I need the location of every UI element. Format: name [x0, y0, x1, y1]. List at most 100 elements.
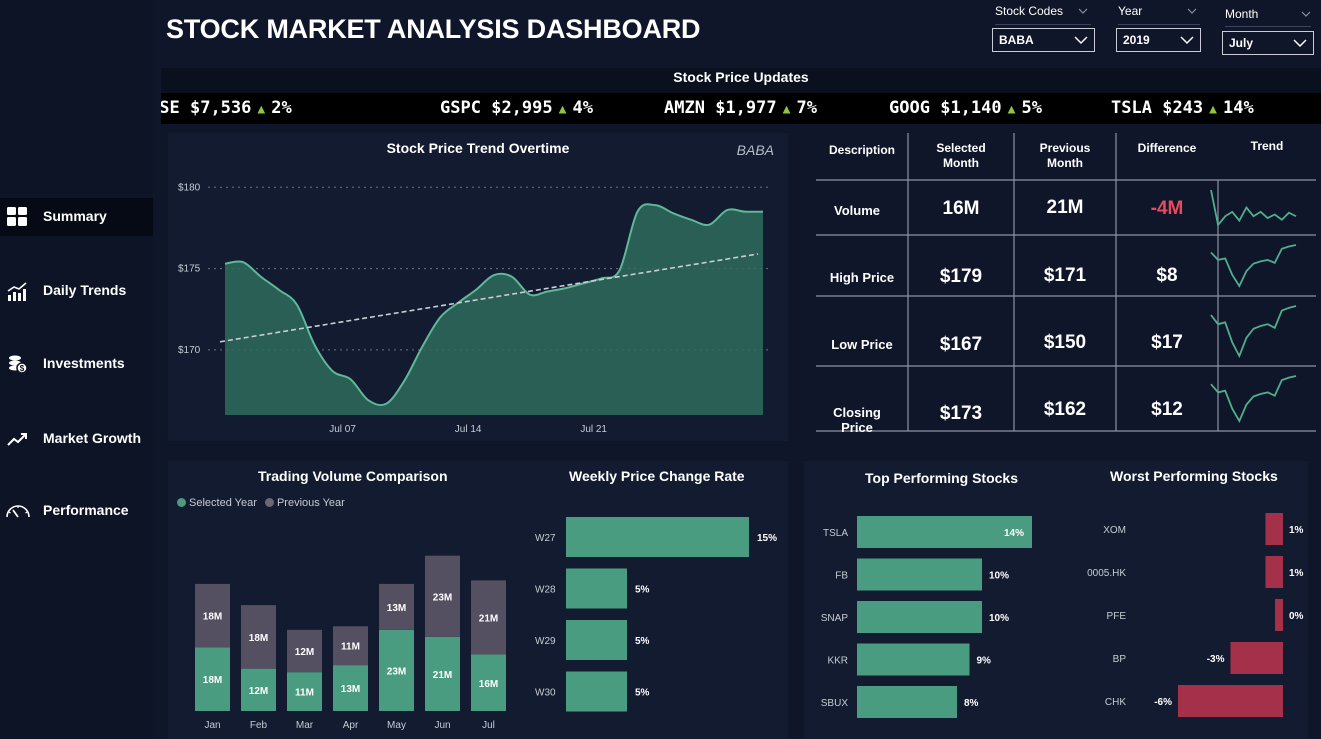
stock-code-select[interactable]: BABA	[992, 28, 1095, 52]
stock-code-badge: BABA	[736, 142, 774, 158]
ticker-item: GOOG $1,140 ▲ 5%	[889, 98, 1042, 118]
bar-value-label: 11M	[295, 688, 314, 699]
performance-chart: TSLA 14% FB 10% SNAP 10% KKR 9% SBUX 8% XOM 1% 0005.…	[821, 513, 1304, 718]
volume-difference: -4M	[1150, 198, 1184, 219]
sidebar-item-daily-trends[interactable]: Daily Trends	[0, 272, 153, 310]
up-arrow-icon: ▲	[257, 102, 266, 117]
bar-value-label: 0%	[1289, 611, 1304, 622]
metrics-table: Description Selected Month Previous Mont…	[816, 133, 1316, 435]
filter-underline	[995, 24, 1091, 25]
chevron-down-icon	[1078, 8, 1088, 14]
sidebar-item-label: Performance	[43, 502, 129, 518]
bar-selected-year	[287, 672, 322, 711]
up-arrow-icon: ▲	[1209, 102, 1217, 117]
bar-value-label: 23M	[387, 666, 406, 677]
bar-value-label: 11M	[341, 642, 360, 653]
sidebar-item-label: Summary	[43, 208, 107, 224]
bar-value-label: 14%	[1004, 528, 1024, 539]
worst-stock-bar	[1265, 556, 1283, 588]
y-tick-label: SNAP	[821, 613, 849, 624]
sidebar-item-market-growth[interactable]: Market Growth	[0, 420, 153, 458]
table-header-previous: Previous Month	[1039, 141, 1091, 170]
bar-value-label: 5%	[635, 636, 650, 647]
month-label: Month	[1225, 7, 1259, 21]
top-stocks-title: Top Performing Stocks	[865, 470, 1018, 486]
weekly-bar	[566, 568, 627, 609]
ticker-strip: YSE $7,536▲2% GSPC $2,995▲4% AMZN $1,977…	[161, 93, 1321, 124]
x-tick-label: Jul 21	[580, 424, 607, 435]
bar-value-label: 18M	[203, 612, 222, 623]
up-arrow-icon: ▲	[1007, 102, 1016, 117]
sidebar-item-label: Investments	[43, 355, 125, 371]
bar-value-label: 13M	[387, 603, 406, 614]
year-value: 2019	[1123, 33, 1150, 47]
bar-value-label: 21M	[479, 613, 498, 624]
sidebar-item-investments[interactable]: $ Investments	[0, 345, 153, 383]
legend-selected-label: Selected Year	[189, 497, 257, 509]
trend-sparkline	[1210, 305, 1297, 359]
price-area	[225, 204, 763, 415]
y-tick-label: 0005.HK	[1087, 568, 1126, 579]
bar-previous-year	[241, 605, 276, 669]
bar-value-label: 9%	[977, 656, 992, 667]
sidebar-item-label: Daily Trends	[43, 282, 127, 298]
month-select[interactable]: July	[1222, 31, 1314, 55]
bar-value-label: -3%	[1207, 654, 1225, 665]
performance-panel: Top Performing Stocks Worst Performing S…	[804, 461, 1308, 739]
table-header-difference: Difference	[1137, 141, 1197, 155]
top-stock-bar	[857, 601, 982, 633]
worst-stock-bar	[1265, 513, 1283, 545]
stock-codes-label: Stock Codes	[995, 4, 1064, 18]
bar-value-label: 15%	[757, 533, 777, 544]
table-grid	[816, 133, 1316, 432]
bar-trend-icon	[7, 282, 27, 301]
svg-text:$: $	[20, 364, 25, 373]
y-tick-label: W28	[535, 585, 556, 596]
bar-value-label: 21M	[433, 670, 452, 681]
y-tick-label: W27	[535, 533, 556, 544]
bar-value-label: 8%	[964, 698, 979, 709]
bar-value-label: 10%	[989, 613, 1009, 624]
low-previous: $150	[1043, 332, 1087, 353]
bar-previous-year	[379, 583, 414, 630]
up-arrow-icon: ▲	[558, 102, 567, 117]
coins-icon: $	[9, 355, 28, 374]
weekly-bar	[566, 620, 627, 660]
ticker-item: TSLA $243 ▲ 14%	[1111, 98, 1254, 118]
sidebar-item-summary[interactable]: Summary	[0, 198, 153, 236]
filter-underline	[1225, 26, 1311, 27]
bar-value-label: 18M	[249, 633, 268, 644]
x-tick-label: Jul	[482, 720, 495, 731]
price-trend-title: Stock Price Trend Overtime	[386, 140, 570, 156]
low-selected: $167	[939, 334, 983, 355]
stock-code-value: BABA	[999, 33, 1034, 47]
y-tick-label: W29	[535, 636, 556, 647]
bar-previous-year	[471, 580, 506, 655]
ticker-item: YSE $7,536▲2%	[161, 98, 292, 118]
year-label: Year	[1118, 4, 1143, 18]
x-tick-label: Jan	[204, 720, 220, 731]
price-line	[224, 203, 764, 407]
top-stock-bar	[857, 643, 970, 676]
grid-icon	[7, 207, 27, 226]
bar-selected-year	[241, 668, 276, 711]
price-trend-panel: Stock Price Trend Overtime BABA $170 $175…	[168, 133, 788, 441]
trend-sparkline	[1210, 189, 1297, 228]
x-tick-label: Mar	[296, 720, 314, 731]
sidebar-item-performance[interactable]: Performance	[0, 492, 153, 530]
legend-dot-previous	[264, 498, 274, 507]
y-tick-label: SBUX	[821, 698, 849, 709]
weekly-bar	[566, 671, 627, 712]
worst-stock-bar	[1230, 642, 1283, 674]
volume-legend: Selected Year Previous Year	[177, 497, 345, 509]
top-stock-bar	[857, 516, 1032, 548]
table-header-trend: Trend	[1250, 139, 1284, 153]
legend-dot-selected	[177, 498, 186, 507]
bar-value-label: 12M	[249, 686, 268, 697]
y-tick-label: $180	[178, 182, 201, 193]
row-label-low: Low Price	[831, 337, 893, 352]
bar-value-label: 12M	[295, 647, 314, 658]
y-tick-label: KKR	[827, 656, 848, 667]
year-select[interactable]: 2019	[1116, 28, 1201, 52]
closing-difference: $12	[1151, 399, 1183, 420]
